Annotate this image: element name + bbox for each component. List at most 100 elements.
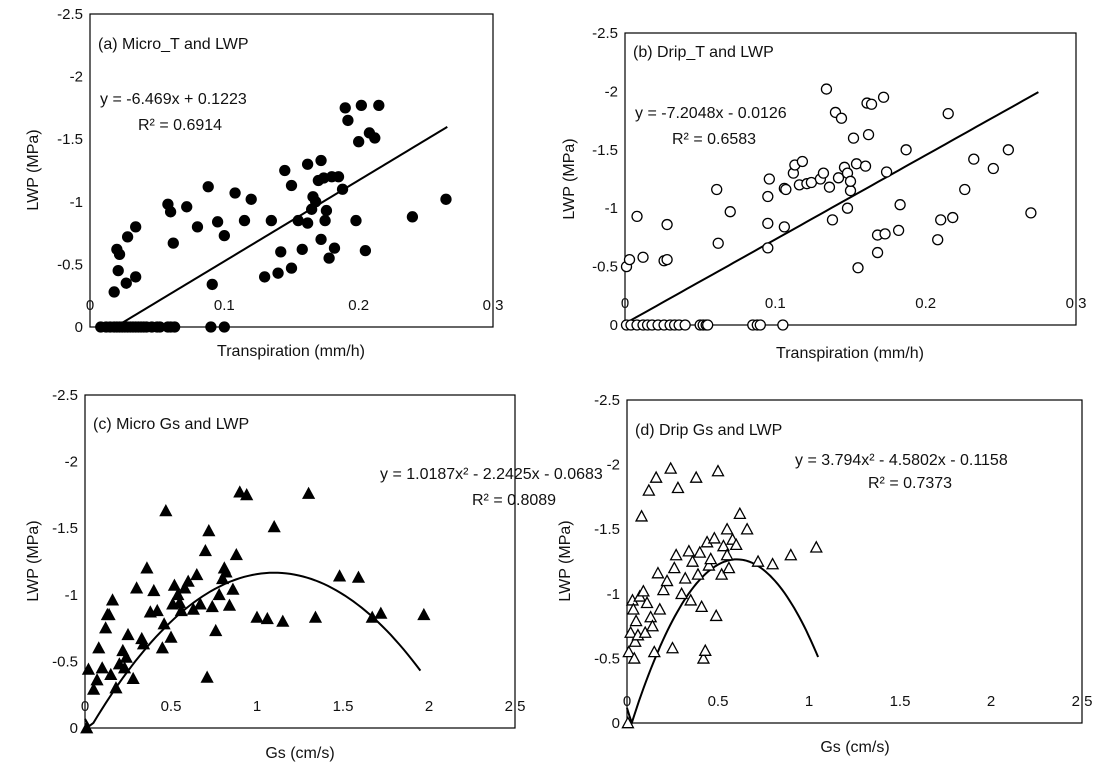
y-tick-label: -1 (70, 194, 83, 211)
data-point (832, 172, 845, 184)
data-point (702, 319, 714, 331)
data-point (150, 603, 164, 617)
data-point (656, 583, 670, 596)
data-point (669, 548, 683, 561)
data-point (709, 608, 723, 622)
data-point (260, 611, 274, 625)
data-point (328, 242, 341, 254)
data-point (351, 570, 366, 583)
y-tick-label: -2.5 (57, 6, 83, 23)
data-point (871, 246, 884, 259)
data-point (178, 581, 192, 594)
data-point (624, 625, 638, 638)
data-point (121, 231, 134, 243)
data-point (87, 682, 101, 695)
panel-title: (c) Micro Gs and LWP (93, 416, 249, 433)
data-point (168, 321, 181, 333)
data-point (373, 99, 385, 112)
data-point (844, 185, 857, 197)
data-point (218, 321, 230, 333)
data-point (202, 523, 216, 537)
data-point (302, 486, 316, 499)
data-point (258, 271, 271, 283)
data-point (671, 480, 685, 494)
panel-d: (d) Drip Gs and LWP y = 3.794x² - 4.5802… (557, 392, 1092, 756)
data-point (841, 202, 854, 214)
data-point (117, 661, 132, 674)
data-point (130, 271, 142, 283)
data-point (193, 597, 207, 610)
data-point (211, 216, 224, 228)
data-point (240, 488, 254, 501)
x-tick-label: 0 (621, 295, 629, 312)
y-tick-label: -1.5 (57, 131, 83, 148)
fit-equation: y = -7.2048x - 0.0126 (635, 105, 787, 122)
data-point (181, 201, 193, 213)
data-point (894, 199, 906, 211)
data-point (695, 599, 709, 613)
data-point (350, 214, 362, 227)
data-point (880, 166, 893, 178)
data-point (99, 621, 113, 634)
y-tick-label: -1.5 (594, 521, 620, 538)
y-tick-label: -2 (607, 457, 620, 474)
plot-frame (89, 13, 494, 328)
data-point (702, 558, 716, 571)
data-point (740, 522, 754, 535)
data-point (847, 132, 860, 144)
trendline (84, 571, 422, 728)
data-point (622, 645, 636, 658)
data-point (698, 643, 712, 656)
data-point (685, 554, 700, 567)
data-point (661, 218, 673, 231)
data-point (315, 233, 327, 246)
data-point (762, 217, 774, 230)
y-tick-label: 0 (75, 319, 83, 336)
data-point (276, 614, 290, 627)
data-point (716, 539, 731, 552)
data-point (763, 173, 775, 185)
data-point (627, 651, 641, 664)
data-point (900, 144, 912, 156)
data-point (159, 504, 173, 517)
data-point (359, 244, 372, 257)
y-tick-label: -0.5 (57, 256, 83, 273)
data-point (320, 204, 333, 217)
data-point (226, 582, 240, 595)
data-point (644, 610, 658, 623)
data-point (216, 571, 230, 585)
data-point (823, 181, 836, 193)
data-point (200, 670, 214, 683)
data-point (778, 221, 791, 233)
data-point (90, 673, 104, 686)
data-point (720, 548, 734, 561)
data-point (852, 262, 864, 274)
panel-c: (c) Micro Gs and LWP y = 1.0187x² - 2.24… (25, 387, 603, 762)
data-point (636, 584, 650, 597)
data-point (323, 252, 335, 264)
data-point (780, 183, 792, 196)
x-tick-label: 0.2 (348, 297, 369, 314)
data-point (417, 607, 431, 621)
data-point (130, 581, 144, 594)
x-tick-label: 0 (86, 297, 94, 314)
y-tick-label: -2 (70, 69, 83, 86)
data-point (637, 251, 649, 263)
x-tick-label: 0 3 (1066, 295, 1087, 312)
data-point (784, 548, 798, 561)
panel-title: (d) Drip Gs and LWP (635, 422, 782, 439)
plot-frame (624, 32, 1077, 326)
data-point (777, 319, 789, 331)
data-point (265, 214, 278, 227)
data-point (796, 155, 809, 168)
y-tick-label: -2.5 (52, 387, 78, 404)
fit-equation: y = 1.0187x² - 2.2425x - 0.0683 (380, 466, 603, 483)
data-point (722, 561, 736, 574)
data-point (167, 237, 179, 249)
data-point (892, 224, 905, 237)
data-point (292, 214, 304, 227)
data-point (678, 571, 692, 584)
data-point (111, 243, 123, 256)
data-point (301, 217, 314, 229)
